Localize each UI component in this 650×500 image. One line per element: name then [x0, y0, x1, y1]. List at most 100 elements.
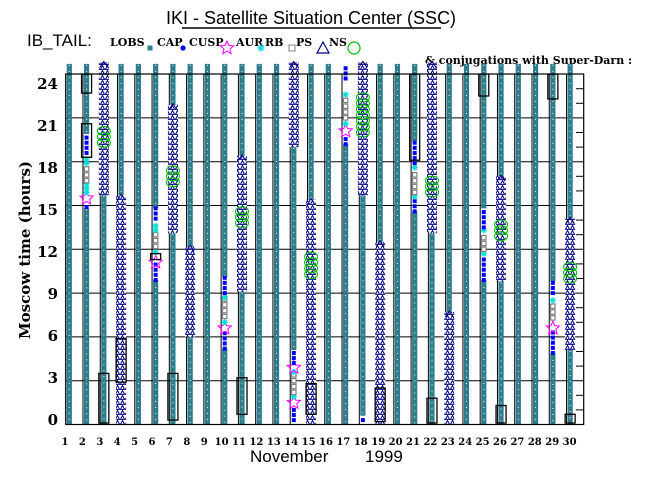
- ns-marker: [355, 92, 370, 103]
- lobs-segment: [153, 279, 159, 425]
- y-axis-label: Moscow time (hours): [16, 161, 34, 339]
- ns-marker: [355, 115, 370, 126]
- plot-frame: [65, 73, 585, 426]
- ns-marker: [355, 104, 370, 115]
- cap-marker: [481, 257, 486, 262]
- aur-marker: [549, 297, 556, 304]
- cap-marker: [84, 140, 89, 145]
- legend: LOBS CAP CUSP AUR RB PS NS: [110, 36, 361, 55]
- ps-segment: [237, 155, 247, 292]
- lobs-segment: [498, 63, 504, 177]
- x-tick-label: 3: [96, 437, 103, 448]
- lobs-segment: [222, 63, 228, 278]
- legend-symbol-ns-icon: [347, 41, 361, 55]
- lobs-segment: [170, 63, 176, 105]
- cusp-marker: [544, 319, 561, 335]
- x-tick-label: 4: [114, 437, 121, 448]
- cap-marker: [153, 262, 158, 267]
- cap-marker: [291, 413, 296, 418]
- cap-marker: [481, 210, 486, 215]
- ns-marker: [304, 251, 319, 262]
- chart-title: IKI - Satellite Situation Center (SSC): [166, 8, 456, 28]
- ps-segment-top: [427, 60, 437, 68]
- cap-marker: [550, 345, 555, 350]
- legend-symbol-rb-icon: [288, 44, 296, 52]
- day-column-24: [463, 63, 470, 425]
- aur-marker: [411, 164, 418, 171]
- cap-marker: [412, 145, 417, 150]
- ps-segment-top: [565, 216, 575, 224]
- cap-marker: [343, 71, 348, 76]
- x-tick-label: 13: [267, 437, 281, 448]
- cap-marker: [343, 142, 348, 147]
- cusp-marker: [216, 319, 233, 335]
- rb-marker: [342, 115, 349, 121]
- legend-label-ps: PS: [296, 36, 312, 49]
- x-tick-label: 1: [62, 437, 69, 448]
- ns-marker: [424, 175, 440, 186]
- conjugation-note: & conjugations with Super-Darn :: [425, 54, 632, 67]
- x-tick-label: 9: [201, 437, 208, 448]
- ns-marker: [355, 109, 370, 121]
- rb-marker: [291, 389, 297, 396]
- rb-marker: [342, 109, 349, 115]
- cap-marker: [412, 161, 417, 166]
- cap-marker: [343, 66, 348, 71]
- lobs-segment: [118, 63, 124, 196]
- lobs-segment: [343, 144, 349, 425]
- ps-segment-top: [306, 197, 316, 205]
- cap-marker: [412, 199, 417, 204]
- x-tick-label: 10: [215, 437, 229, 448]
- lobs-segment: [256, 63, 262, 425]
- day-column-30: [563, 63, 578, 425]
- cap-marker: [550, 335, 555, 340]
- cap-marker: [343, 137, 348, 142]
- rb-marker: [550, 315, 556, 321]
- legend-label-rb: RB: [265, 36, 283, 49]
- day-column-6: [147, 63, 164, 425]
- aur-marker: [83, 184, 90, 191]
- lobs-segment: [170, 233, 176, 425]
- cusp-marker: [285, 394, 302, 410]
- lobs-segment: [567, 63, 573, 219]
- x-tick-label: 12: [249, 437, 263, 448]
- cap-marker: [550, 280, 555, 285]
- legend-label-cap: CAP: [157, 36, 183, 49]
- ps-segment: [288, 62, 299, 148]
- cap-marker: [222, 336, 227, 341]
- cap-marker: [481, 267, 486, 272]
- y-tick-label: 9: [48, 285, 58, 303]
- cap-marker: [222, 285, 227, 290]
- rb-marker: [550, 309, 556, 315]
- y-tick-label: 0: [48, 411, 58, 429]
- cusp-marker: [78, 189, 95, 205]
- ns-marker: [165, 177, 180, 188]
- x-axis-ticks: 1 2 3 4 5 6 7 8 9 10 11 12 13 14 15 16 17 18 19 20 21 22 23 24 2…: [62, 437, 577, 448]
- x-tick-label: 19: [371, 437, 385, 448]
- cap-marker: [84, 145, 89, 150]
- aur-marker: [290, 393, 297, 400]
- legend-label-lobs: LOBS: [110, 36, 145, 49]
- cap-marker: [343, 76, 348, 81]
- day-column-13: [273, 63, 280, 425]
- ns-marker: [304, 263, 319, 274]
- ns-marker: [96, 131, 111, 142]
- ps-segment-top: [168, 102, 178, 111]
- satellite-label: IB_TAIL:: [27, 31, 92, 50]
- y-tick-label: 12: [37, 243, 58, 261]
- cap-marker: [412, 204, 417, 209]
- ps-segment: [98, 62, 109, 196]
- lobs-segment: [204, 63, 211, 425]
- day-column-26: [493, 63, 509, 425]
- day-column-25: [478, 63, 490, 425]
- aur-marker: [342, 91, 349, 98]
- rb-marker: [221, 301, 228, 308]
- rb-marker: [480, 234, 487, 241]
- cap-marker: [291, 418, 296, 423]
- ps-segment-top: [444, 310, 454, 318]
- rb-marker: [411, 189, 418, 196]
- x-tick-label: 20: [389, 437, 403, 448]
- aur-marker: [152, 222, 159, 229]
- day-column-14: [285, 60, 302, 423]
- rb-marker: [342, 103, 349, 110]
